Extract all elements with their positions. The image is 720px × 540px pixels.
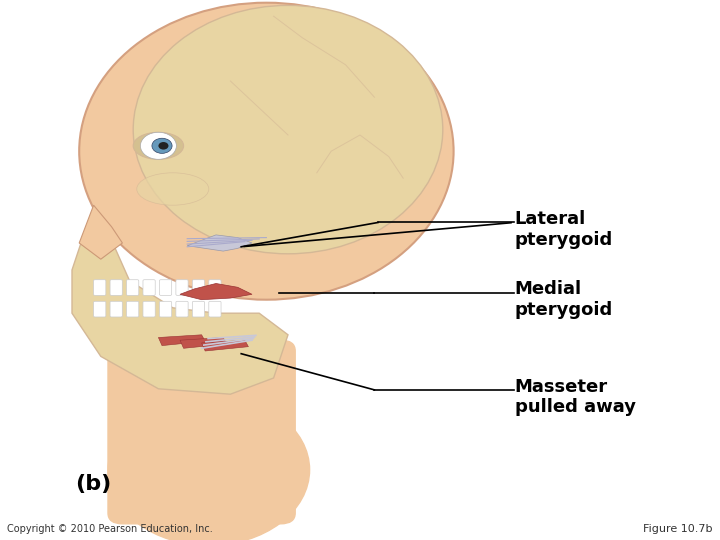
FancyBboxPatch shape: [176, 301, 188, 317]
FancyBboxPatch shape: [108, 340, 295, 524]
Polygon shape: [180, 284, 252, 300]
Polygon shape: [202, 340, 248, 351]
FancyBboxPatch shape: [110, 280, 122, 295]
FancyBboxPatch shape: [127, 280, 139, 295]
FancyBboxPatch shape: [110, 301, 122, 317]
Ellipse shape: [133, 5, 443, 254]
Ellipse shape: [133, 132, 184, 159]
FancyBboxPatch shape: [192, 280, 204, 295]
FancyBboxPatch shape: [159, 301, 171, 317]
Ellipse shape: [137, 173, 209, 205]
FancyBboxPatch shape: [159, 280, 171, 295]
Circle shape: [158, 142, 168, 150]
Polygon shape: [72, 216, 288, 394]
FancyBboxPatch shape: [143, 280, 156, 295]
Text: Lateral
pterygoid: Lateral pterygoid: [515, 210, 613, 249]
FancyBboxPatch shape: [209, 301, 221, 317]
FancyBboxPatch shape: [176, 280, 188, 295]
FancyBboxPatch shape: [94, 280, 106, 295]
Ellipse shape: [108, 394, 310, 540]
Ellipse shape: [79, 3, 454, 300]
FancyBboxPatch shape: [192, 301, 204, 317]
FancyBboxPatch shape: [94, 301, 106, 317]
FancyBboxPatch shape: [209, 280, 221, 295]
Text: (b): (b): [76, 474, 112, 494]
FancyBboxPatch shape: [127, 301, 139, 317]
Text: Medial
pterygoid: Medial pterygoid: [515, 280, 613, 319]
Circle shape: [140, 132, 176, 159]
Text: Masseter
pulled away: Masseter pulled away: [515, 377, 636, 416]
Polygon shape: [180, 338, 227, 348]
Text: Figure 10.7b: Figure 10.7b: [643, 523, 713, 534]
FancyBboxPatch shape: [143, 301, 156, 317]
Polygon shape: [79, 205, 122, 259]
Polygon shape: [187, 235, 252, 251]
Text: Copyright © 2010 Pearson Education, Inc.: Copyright © 2010 Pearson Education, Inc.: [7, 523, 213, 534]
Polygon shape: [158, 335, 205, 346]
Circle shape: [152, 138, 172, 153]
